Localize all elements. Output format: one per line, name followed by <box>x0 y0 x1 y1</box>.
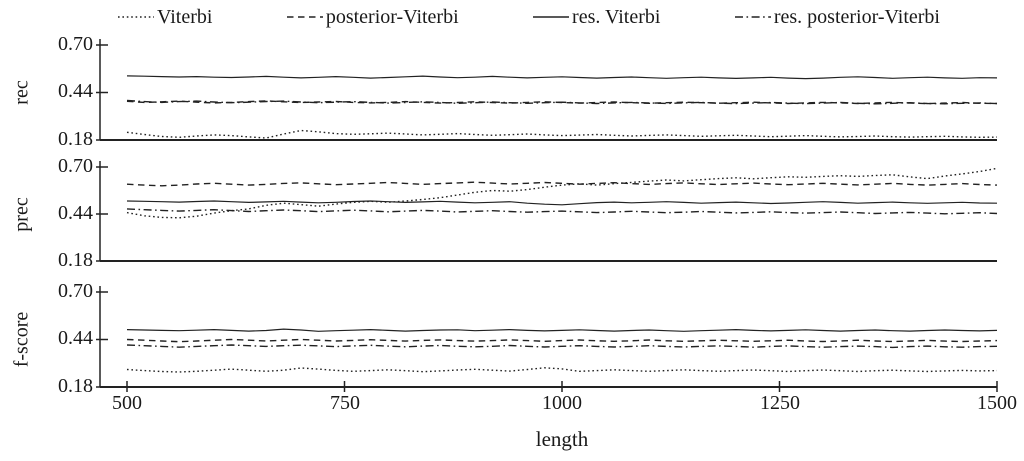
y-tick-label: 0.70 <box>58 155 93 177</box>
dotted-line-icon <box>118 16 154 18</box>
series-line-solid <box>126 75 998 80</box>
y-tick-label: 0.18 <box>58 375 93 397</box>
legend-label: res. Viterbi <box>572 6 661 28</box>
y-tick-label: 0.70 <box>58 280 93 302</box>
legend-label: Viterbi <box>157 6 213 28</box>
legend-item-posterior-viterbi: posterior-Viterbi <box>286 5 459 29</box>
series-line-dashdot <box>126 208 998 215</box>
x-tick-label: 1000 <box>542 392 582 414</box>
series-line-dashed <box>126 338 998 343</box>
series-line-dashed <box>126 181 998 187</box>
legend-item-viterbi: Viterbi <box>118 5 212 29</box>
legend-item-res-viterbi: res. Viterbi <box>533 5 660 29</box>
series-line-solid <box>126 200 998 206</box>
x-axis-title: length <box>535 427 589 451</box>
legend-label: posterior-Viterbi <box>325 6 459 28</box>
y-tick-label: 0.44 <box>58 202 93 224</box>
x-tick-label: 750 <box>330 392 360 414</box>
dashdot-line-icon <box>734 16 771 18</box>
series-line-dashdot <box>126 344 998 349</box>
x-tick-label: 500 <box>112 392 142 414</box>
series-line-solid <box>126 328 998 332</box>
legend: Viterbi posterior-Viterbi res. Viterbi r… <box>118 5 940 29</box>
y-tick-label: 0.18 <box>58 249 93 271</box>
y-tick-label: 0.70 <box>58 33 93 55</box>
solid-line-icon <box>533 16 570 18</box>
series-line-dotted <box>126 167 998 219</box>
series-line-dashdot <box>126 99 998 105</box>
y-tick-label: 0.44 <box>58 80 93 102</box>
y-tick-label: 0.44 <box>58 327 93 349</box>
legend-item-res-posterior-viterbi: res. posterior-Viterbi <box>734 5 940 29</box>
y-tick-label: 0.18 <box>58 128 93 150</box>
series-line-dotted <box>126 129 998 139</box>
series-line-dotted <box>126 367 998 373</box>
dashed-line-icon <box>286 16 323 18</box>
legend-label: res. posterior-Viterbi <box>773 6 940 28</box>
x-tick-label: 1250 <box>760 392 800 414</box>
x-tick-label: 1500 <box>977 392 1017 414</box>
